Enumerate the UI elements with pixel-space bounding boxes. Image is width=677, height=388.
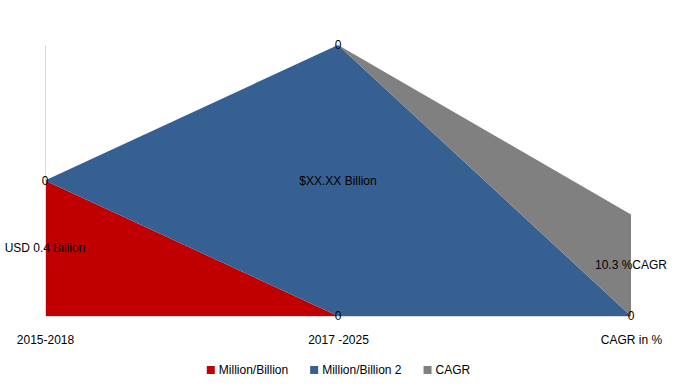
x-tick-label: 2017 -2025 [308, 333, 369, 347]
plot-area [45, 45, 631, 316]
series-area [338, 45, 631, 316]
legend-swatch [424, 366, 432, 374]
legend: Million/Billion Million/Billion 2 CAGR [207, 363, 471, 377]
legend-swatch [207, 366, 215, 374]
legend-swatch [310, 366, 318, 374]
legend-item: CAGR [424, 363, 471, 377]
annotation: 10.3 %CAGR [595, 258, 667, 272]
series-area [45, 45, 631, 316]
x-tick-label: 2015-2018 [17, 333, 75, 347]
chart: 2015-2018 2017 -2025 CAGR in % 0 0 0 0 USD 0.4 … [0, 0, 677, 388]
data-label: 0 [628, 309, 635, 323]
data-labels: 0 0 0 0 [42, 38, 635, 323]
x-tick: 2015-2018 [17, 316, 75, 347]
annotation: $XX.XX Billion [299, 174, 376, 188]
x-tick-label: CAGR in % [601, 333, 663, 347]
annotation: USD 0.4 Billion [5, 241, 86, 255]
legend-item: Million/Billion 2 [310, 363, 402, 377]
legend-label: Million/Billion 2 [322, 363, 402, 377]
data-label: 0 [42, 174, 49, 188]
legend-label: CAGR [436, 363, 471, 377]
legend-label: Million/Billion [219, 363, 288, 377]
legend-item: Million/Billion [207, 363, 288, 377]
data-label: 0 [335, 309, 342, 323]
data-label: 0 [335, 38, 342, 52]
